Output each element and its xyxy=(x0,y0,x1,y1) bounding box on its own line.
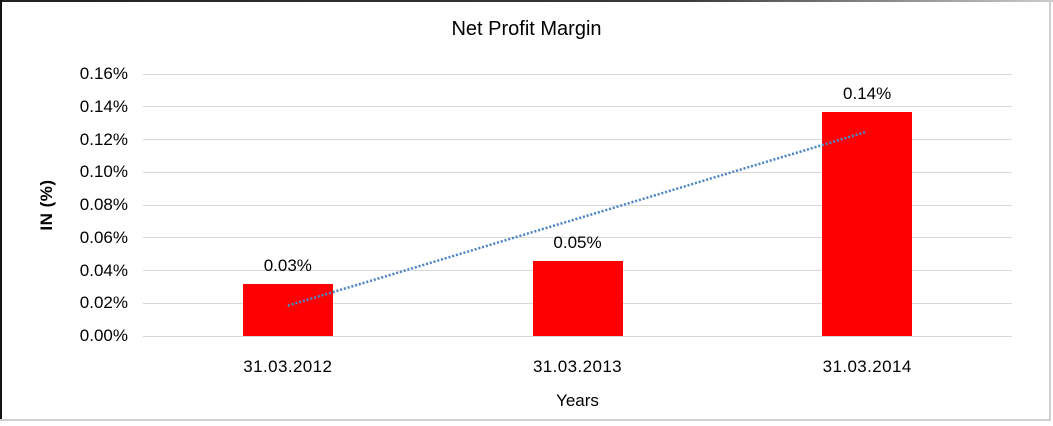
y-tick-label: 0.04% xyxy=(79,260,128,280)
y-tick-label: 0.08% xyxy=(79,195,128,214)
bar-value-label: 0.14% xyxy=(843,83,892,103)
x-tick-label: 31.03.2014 xyxy=(822,357,912,376)
x-tick-label: 31.03.2013 xyxy=(532,357,623,376)
gridline xyxy=(143,73,1012,75)
gridline xyxy=(143,335,1012,337)
y-tick-label: 0.14% xyxy=(79,96,128,116)
y-tick-label: 0.12% xyxy=(79,129,128,149)
bar-value-label: 0.03% xyxy=(263,256,312,276)
y-tick-label: 0.06% xyxy=(79,227,128,247)
y-tick-label: 0.00% xyxy=(79,326,128,345)
y-tick-label: 0.10% xyxy=(79,162,128,182)
frame-border-top xyxy=(0,0,1053,2)
bar xyxy=(242,284,333,336)
frame-border-bottom xyxy=(0,419,1051,421)
frame-border-left xyxy=(0,0,2,421)
y-tick-label: 0.16% xyxy=(79,64,128,83)
bar xyxy=(822,111,913,336)
x-tick-label: 31.03.2012 xyxy=(243,357,333,376)
chart-title: Net Profit Margin xyxy=(451,18,602,40)
bar-value-label: 0.05% xyxy=(553,232,602,252)
frame-border-right xyxy=(1049,0,1051,421)
gridline xyxy=(143,106,1012,108)
y-tick-label: 0.02% xyxy=(79,293,128,313)
x-axis-title: Years xyxy=(556,391,599,410)
bar xyxy=(532,260,623,336)
